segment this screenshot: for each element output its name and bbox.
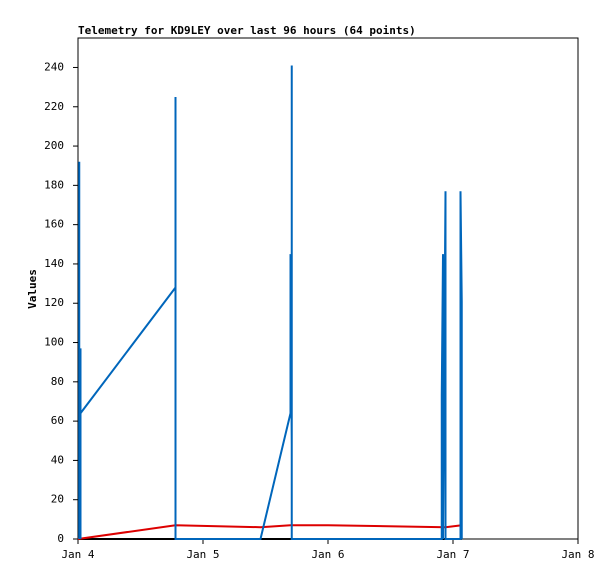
y-axis-label: Values xyxy=(26,269,39,309)
y-tick-label: 180 xyxy=(44,178,64,191)
plot-frame xyxy=(77,37,579,540)
y-tick-label: 40 xyxy=(51,453,64,466)
x-tick-label: Jan 7 xyxy=(436,548,469,561)
y-tick-label: 140 xyxy=(44,257,64,270)
y-tick-label: 220 xyxy=(44,100,64,113)
x-tick-label: Jan 4 xyxy=(61,548,94,561)
y-tick-label: 160 xyxy=(44,218,64,231)
y-tick-label: 120 xyxy=(44,296,64,309)
x-tick-label: Jan 6 xyxy=(311,548,344,561)
y-tick-label: 80 xyxy=(51,375,64,388)
series-line xyxy=(77,524,462,540)
y-tick-label: 60 xyxy=(51,414,64,427)
chart-title: Telemetry for KD9LEY over last 96 hours … xyxy=(78,24,416,37)
y-tick-label: 0 xyxy=(57,532,64,545)
y-tick-label: 240 xyxy=(44,60,64,73)
x-tick-label: Jan 8 xyxy=(561,548,594,561)
y-tick-label: 100 xyxy=(44,336,64,349)
y-tick-label: 200 xyxy=(44,139,64,152)
series-line xyxy=(78,65,463,540)
x-tick-label: Jan 5 xyxy=(186,548,219,561)
y-tick-label: 20 xyxy=(51,493,64,506)
